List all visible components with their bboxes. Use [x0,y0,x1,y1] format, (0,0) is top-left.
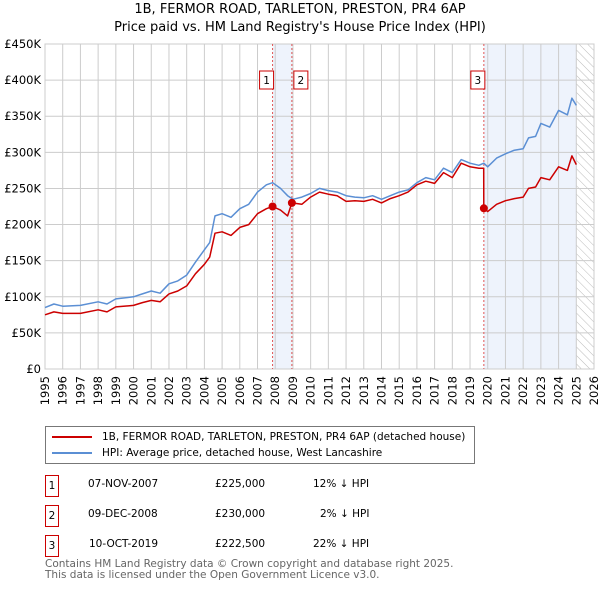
x-tick-label: 2000 [127,376,141,405]
footer-attribution: Contains HM Land Registry data © Crown c… [45,559,453,581]
x-tick-label: 2022 [516,376,530,405]
legend-swatch-blue [52,452,92,454]
sale-price: £230,000 [215,508,266,520]
y-tick-label: £150K [4,254,41,268]
x-tick-label: 2019 [463,376,477,405]
x-tick-label: 2010 [304,376,318,405]
y-tick-label: £300K [4,145,41,159]
x-tick-label: 2008 [268,376,282,405]
x-tick-label: 2003 [180,376,194,405]
x-tick-label: 2026 [587,376,600,405]
x-tick-label: 2021 [498,376,512,405]
x-tick-label: 1997 [73,376,87,405]
forecast-hatch [576,44,594,369]
x-tick-label: 2006 [233,376,247,405]
x-tick-label: 2016 [410,376,424,405]
sale-point [268,202,277,211]
x-tick-label: 2001 [144,376,158,405]
x-tick-label: 2025 [569,376,583,405]
sale-date: 09-DEC-2008 [88,508,158,520]
sale-marker-label: 1 [263,75,270,87]
sale-marker-label: 3 [475,75,482,87]
sale-price: £222,500 [215,538,266,550]
x-tick-label: 2004 [197,376,211,405]
x-tick-label: 2002 [162,376,176,405]
x-tick-label: 2005 [215,376,229,405]
x-tick-label: 1996 [56,376,70,405]
y-tick-label: £50K [12,326,42,340]
sale-delta: 2% ↓ HPI [320,508,370,520]
sale-row: 3 10-OCT-2019 £222,500 22% ↓ HPI [45,535,425,557]
x-tick-label: 2009 [286,376,300,405]
sale-marker-badge: 3 [45,535,59,557]
shaded-region [272,44,292,369]
x-tick-label: 2020 [481,376,495,405]
chart-subtitle: Price paid vs. HM Land Registry's House … [114,20,486,35]
y-tick-label: £250K [4,181,41,195]
y-tick-label: £200K [4,218,41,232]
sale-marker-label: 2 [298,75,305,87]
x-tick-label: 1998 [91,376,105,405]
y-tick-label: £350K [4,109,41,123]
footer-line: This data is licensed under the Open Gov… [45,569,380,581]
x-tick-label: 2024 [552,376,566,405]
plot-border [44,43,595,370]
sale-date: 07-NOV-2007 [88,478,159,490]
plot-area: 1995 1996 1997 1998 1999 2000 2001 2002 2003 2004… [4,37,600,405]
legend-label: 1B, FERMOR ROAD, TARLETON, PRESTON, PR4 … [102,431,466,443]
sale-date: 10-OCT-2019 [89,538,158,550]
sale-marker-badge: 2 [45,505,59,527]
sale-marker-badge: 1 [45,475,59,497]
y-tick-label: £450K [4,37,41,51]
y-tick-label: £0 [26,362,41,376]
footer-line: Contains HM Land Registry data © Crown c… [45,558,454,570]
legend-item-price-paid: 1B, FERMOR ROAD, TARLETON, PRESTON, PR4 … [52,429,465,445]
sale-delta: 12% ↓ HPI [313,478,370,490]
x-tick-label: 1999 [109,376,123,405]
x-tick-label: 1995 [38,376,52,405]
sale-price: £225,000 [215,478,266,490]
y-tick-label: £400K [4,73,41,87]
legend-item-hpi: HPI: Average price, detached house, West… [52,445,382,461]
legend: 1B, FERMOR ROAD, TARLETON, PRESTON, PR4 … [45,426,475,464]
sale-point [287,198,296,207]
hpi-line [44,97,577,309]
shaded-region [483,44,577,369]
sale-point [479,204,488,213]
y-tick-label: £100K [4,290,41,304]
sale-row: 1 07-NOV-2007 £225,000 12% ↓ HPI [45,475,425,497]
x-tick-label: 2018 [445,376,459,405]
x-tick-label: 2013 [357,376,371,405]
legend-swatch-red [52,436,92,438]
sale-marker-box [259,70,275,90]
x-tick-label: 2012 [339,376,353,405]
x-tick-label: 2007 [251,376,265,405]
x-tick-label: 2015 [392,376,406,405]
x-tick-label: 2011 [321,376,335,405]
sale-row: 2 09-DEC-2008 £230,000 2% ↓ HPI [45,505,425,527]
legend-label: HPI: Average price, detached house, West… [102,447,383,459]
x-tick-label: 2017 [428,376,442,405]
sale-marker-box [470,70,486,90]
x-tick-label: 2014 [374,376,388,405]
sale-marker-box [293,70,309,90]
price-paid-line [44,155,577,316]
x-tick-label: 2023 [534,376,548,405]
chart-title: 1B, FERMOR ROAD, TARLETON, PRESTON, PR4 … [134,2,466,17]
sale-delta: 22% ↓ HPI [313,538,370,550]
